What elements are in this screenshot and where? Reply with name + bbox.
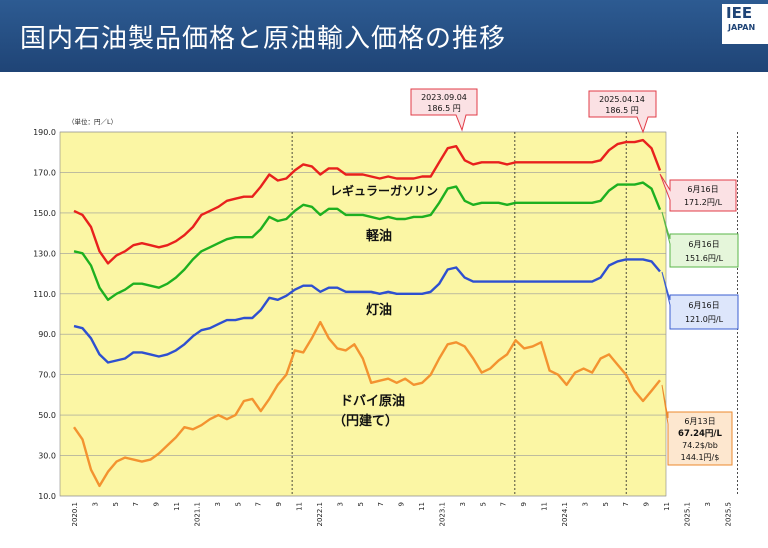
end-callout-kerosene: 6月16日 121.0円/L: [661, 271, 739, 330]
peak-callout-2023: 2023.09.04 186.5 円: [410, 88, 478, 132]
end-callout-date: 6月16日: [688, 301, 719, 310]
x-tick-label: 9: [643, 502, 651, 506]
y-tick-label: 170.0: [33, 168, 56, 177]
x-tick-label: 5: [234, 502, 242, 506]
end-callout-date: 6月16日: [688, 240, 719, 249]
series-label-kerosene: 灯油: [366, 302, 392, 318]
end-callout-date: 6月16日: [687, 185, 718, 194]
peak-callout-date: 2023.09.04: [421, 93, 467, 102]
unit-label: （単位：円／L）: [68, 117, 117, 126]
x-tick-label: 3: [214, 502, 222, 506]
x-tick-label: 5: [357, 502, 365, 506]
series-line-diesel: [73, 181, 662, 301]
x-tick-label: 7: [255, 502, 263, 506]
end-callout-exchange-rate: 144.1円/$: [681, 453, 720, 462]
x-tick-label: 3: [336, 502, 344, 506]
peak-callout-value: 186.5 円: [605, 106, 638, 115]
grid-lines: [60, 131, 666, 497]
x-tick-label: 11: [663, 502, 671, 511]
x-tick-label: 9: [275, 502, 283, 506]
logo-text: IEE: [726, 4, 753, 22]
series-lines: [73, 138, 662, 488]
series-line-crude: [73, 320, 661, 488]
x-tick-label: 9: [520, 502, 528, 506]
page-title: 国内石油製品価格と原油輸入価格の推移: [20, 24, 507, 54]
x-tick-label: 7: [500, 502, 508, 506]
y-tick-label: 150.0: [33, 209, 56, 218]
end-callout-value: 151.6円/L: [685, 254, 724, 263]
x-tick-label: 5: [479, 502, 487, 506]
y-axis-ticks: 10.0 30.0 50.0 70.0 90.0 110.0 130.0 150.0 170.0…: [33, 128, 56, 501]
x-tick-label: 7: [377, 502, 385, 506]
x-tick-label: 9: [153, 502, 161, 506]
x-tick-label: 2025.1: [683, 502, 691, 527]
end-callout-date: 6月13日: [684, 417, 715, 426]
x-tick-label: 2022.1: [316, 502, 324, 527]
y-tick-label: 30.0: [38, 452, 56, 461]
peak-callout-2025: 2025.04.14 186.5 円: [588, 90, 657, 134]
series-label-diesel: 軽油: [366, 228, 392, 244]
x-axis-ticks: 2020.1 3 5 7 9 11 2021.1 3 5 7 9 11 2022.1 3 5 7 9 11 2023…: [71, 502, 732, 527]
end-callout-value: 67.24円/L: [678, 429, 722, 439]
x-tick-label: 11: [296, 502, 304, 511]
series-label-crude: ドバイ原油: [340, 393, 405, 409]
y-tick-label: 50.0: [38, 411, 56, 420]
series-line-regular: [73, 138, 662, 265]
x-tick-label: 7: [622, 502, 630, 506]
end-callout-value: 121.0円/L: [685, 315, 724, 324]
series-label-regular: レギュラーガソリン: [330, 183, 438, 198]
x-tick-label: 2024.1: [561, 502, 569, 527]
y-tick-label: 110.0: [33, 290, 56, 299]
end-callout-dollar-price: 74.2$/bb: [682, 441, 718, 450]
company-logo: IEE JAPAN: [722, 4, 768, 44]
peak-callout-date: 2025.04.14: [599, 95, 645, 104]
y-tick-label: 90.0: [38, 330, 56, 339]
y-tick-label: 10.0: [38, 492, 56, 501]
x-tick-label: 3: [91, 502, 99, 506]
x-tick-label: 2025.5: [724, 502, 732, 527]
x-tick-label: 5: [112, 502, 120, 506]
x-tick-label: 5: [602, 502, 610, 506]
y-tick-label: 190.0: [33, 128, 56, 137]
y-tick-label: 130.0: [33, 249, 56, 258]
x-tick-label: 2023.1: [438, 502, 446, 527]
x-tick-label: 9: [398, 502, 406, 506]
y-tick-label: 70.0: [38, 371, 56, 380]
end-callout-regular: 6月16日 171.2円/L: [659, 173, 737, 212]
logo-subtext: JAPAN: [728, 23, 756, 32]
x-tick-label: 11: [541, 502, 549, 511]
x-tick-label: 7: [132, 502, 140, 506]
x-tick-label: 11: [418, 502, 426, 511]
end-callout-crude: 6月13日 67.24円/L 74.2$/bb 144.1円/$: [661, 384, 733, 466]
title-bar: 国内石油製品価格と原油輸入価格の推移: [0, 0, 768, 72]
x-tick-label: 3: [704, 502, 712, 506]
peak-callout-value: 186.5 円: [427, 104, 460, 113]
x-tick-label: 2020.1: [71, 502, 79, 527]
x-tick-label: 3: [459, 502, 467, 506]
x-tick-label: 3: [581, 502, 589, 506]
series-line-kerosene: [73, 258, 661, 364]
x-tick-label: 2021.1: [193, 502, 201, 527]
series-label-crude-sub: （円建て）: [333, 413, 398, 429]
end-callout-value: 171.2円/L: [684, 198, 723, 207]
plot-area: [59, 131, 667, 497]
x-tick-label: 11: [173, 502, 181, 511]
end-callout-diesel: 6月16日 151.6円/L: [661, 211, 739, 268]
